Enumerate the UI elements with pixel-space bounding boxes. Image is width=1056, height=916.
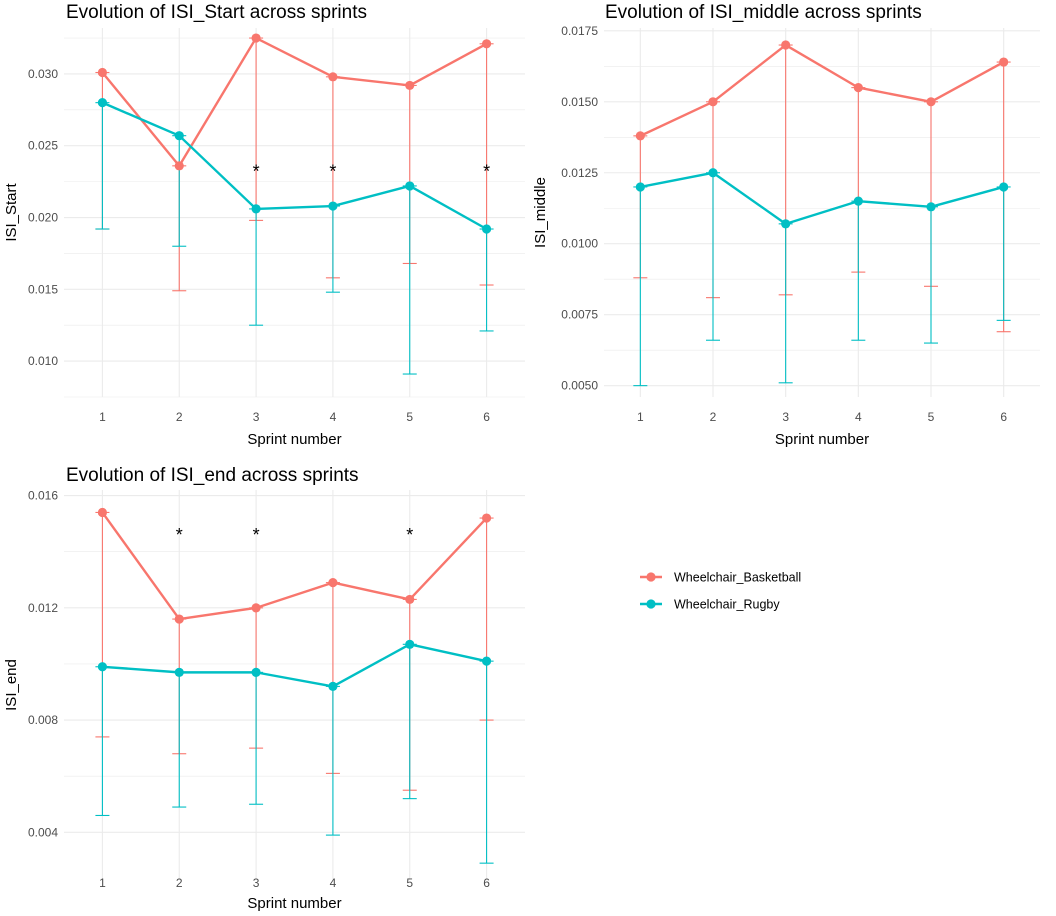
data-point-rugby <box>328 201 338 211</box>
panel-isi-start: Evolution of ISI_Start across sprints 0.0… <box>3 2 525 448</box>
data-point-basketball <box>251 603 261 613</box>
data-point-rugby <box>781 219 791 229</box>
significance-star: * <box>329 162 336 182</box>
x-tick-label: 5 <box>406 410 413 424</box>
data-point-rugby <box>97 98 108 108</box>
data-point-rugby <box>481 224 492 234</box>
x-tick-label: 5 <box>406 876 413 890</box>
data-point-rugby <box>405 639 415 649</box>
x-tick-label: 3 <box>782 410 789 424</box>
significance-star: * <box>483 162 490 182</box>
x-tick-label: 4 <box>330 876 337 890</box>
data-point-basketball <box>781 40 791 50</box>
y-tick-label: 0.0125 <box>561 166 598 180</box>
data-point-rugby <box>926 202 936 212</box>
data-point-basketball <box>174 161 184 171</box>
data-point-rugby <box>481 656 492 666</box>
legend-label: Wheelchair_Basketball <box>674 571 801 585</box>
significance-star: * <box>176 525 183 545</box>
data-point-basketball <box>481 39 492 49</box>
significance-star: * <box>253 162 260 182</box>
panel-isi-end: Evolution of ISI_end across sprints 0.004… <box>3 465 525 912</box>
data-point-basketball <box>328 72 338 82</box>
data-point-basketball <box>251 33 261 43</box>
series-line-rugby <box>102 643 487 688</box>
x-axis-label: Sprint number <box>775 431 869 448</box>
data-point-rugby <box>174 667 184 677</box>
data-point-rugby <box>853 196 863 206</box>
y-tick-label: 0.008 <box>28 713 58 727</box>
significance-star: * <box>253 525 260 545</box>
y-tick-label: 0.015 <box>28 282 58 296</box>
data-point-basketball <box>405 594 415 605</box>
data-point-basketball <box>174 614 184 624</box>
series-line-rugby <box>101 101 488 231</box>
x-tick-label: 6 <box>483 410 490 424</box>
x-axis-label: Sprint number <box>247 431 341 448</box>
x-tick-label: 1 <box>99 876 106 890</box>
y-tick-label: 0.012 <box>28 601 58 615</box>
y-tick-label: 0.0100 <box>561 237 598 251</box>
chart-title: Evolution of ISI_end across sprints <box>66 465 359 486</box>
series-line-rugby <box>640 171 1004 226</box>
legend-label: Wheelchair_Rugby <box>674 598 780 612</box>
data-point-basketball <box>926 97 936 107</box>
y-tick-label: 0.030 <box>28 67 58 81</box>
x-tick-label: 2 <box>710 410 717 424</box>
data-point-rugby <box>251 204 261 214</box>
panel-isi-middle: Evolution of ISI_middle across sprints 0.… <box>532 2 1040 448</box>
y-tick-label: 0.0150 <box>561 95 598 109</box>
y-tick-label: 0.025 <box>28 139 58 153</box>
data-point-rugby <box>328 681 338 692</box>
data-point-basketball <box>97 507 108 518</box>
legend: Wheelchair_Basketball Wheelchair_Rugby <box>640 571 801 612</box>
significance-star: * <box>406 525 413 545</box>
data-point-rugby <box>635 182 645 192</box>
y-axis-label: ISI_middle <box>532 177 549 248</box>
chart-title: Evolution of ISI_middle across sprints <box>605 2 922 23</box>
data-point-basketball <box>405 80 415 91</box>
series-line-basketball <box>101 36 488 168</box>
x-tick-label: 1 <box>637 410 644 424</box>
data-point-rugby <box>405 181 415 191</box>
y-tick-label: 0.0050 <box>561 379 598 393</box>
y-tick-label: 0.004 <box>28 825 58 839</box>
x-axis-label: Sprint number <box>247 895 341 912</box>
data-point-basketball <box>853 83 863 93</box>
x-tick-label: 4 <box>855 410 862 424</box>
x-tick-label: 1 <box>99 410 106 424</box>
series-line-basketball <box>639 43 1005 137</box>
data-point-rugby <box>999 182 1009 192</box>
x-tick-label: 6 <box>1000 410 1007 424</box>
data-point-rugby <box>97 662 108 672</box>
y-tick-label: 0.0175 <box>561 24 598 38</box>
x-tick-label: 5 <box>928 410 935 424</box>
y-tick-label: 0.020 <box>28 211 58 225</box>
data-point-rugby <box>708 168 718 178</box>
data-point-basketball <box>999 57 1009 67</box>
y-tick-label: 0.0075 <box>561 308 598 322</box>
x-tick-label: 2 <box>176 410 183 424</box>
x-tick-label: 2 <box>176 876 183 890</box>
data-point-basketball <box>635 131 645 141</box>
data-point-rugby <box>251 667 261 677</box>
y-tick-label: 0.010 <box>28 354 58 368</box>
chart-title: Evolution of ISI_Start across sprints <box>66 2 367 23</box>
data-point-basketball <box>328 577 338 588</box>
legend-marker <box>646 572 656 582</box>
x-tick-label: 6 <box>483 876 490 890</box>
data-point-rugby <box>174 131 184 141</box>
x-tick-label: 4 <box>330 410 337 424</box>
y-axis-label: ISI_end <box>3 659 20 711</box>
legend-marker <box>646 599 656 609</box>
x-tick-label: 3 <box>253 410 260 424</box>
data-point-basketball <box>481 513 492 523</box>
x-tick-label: 3 <box>253 876 260 890</box>
series-line-basketball <box>101 511 488 621</box>
y-tick-label: 0.016 <box>28 489 58 503</box>
y-axis-label: ISI_Start <box>3 182 20 241</box>
data-point-basketball <box>97 67 108 78</box>
data-point-basketball <box>708 97 718 107</box>
